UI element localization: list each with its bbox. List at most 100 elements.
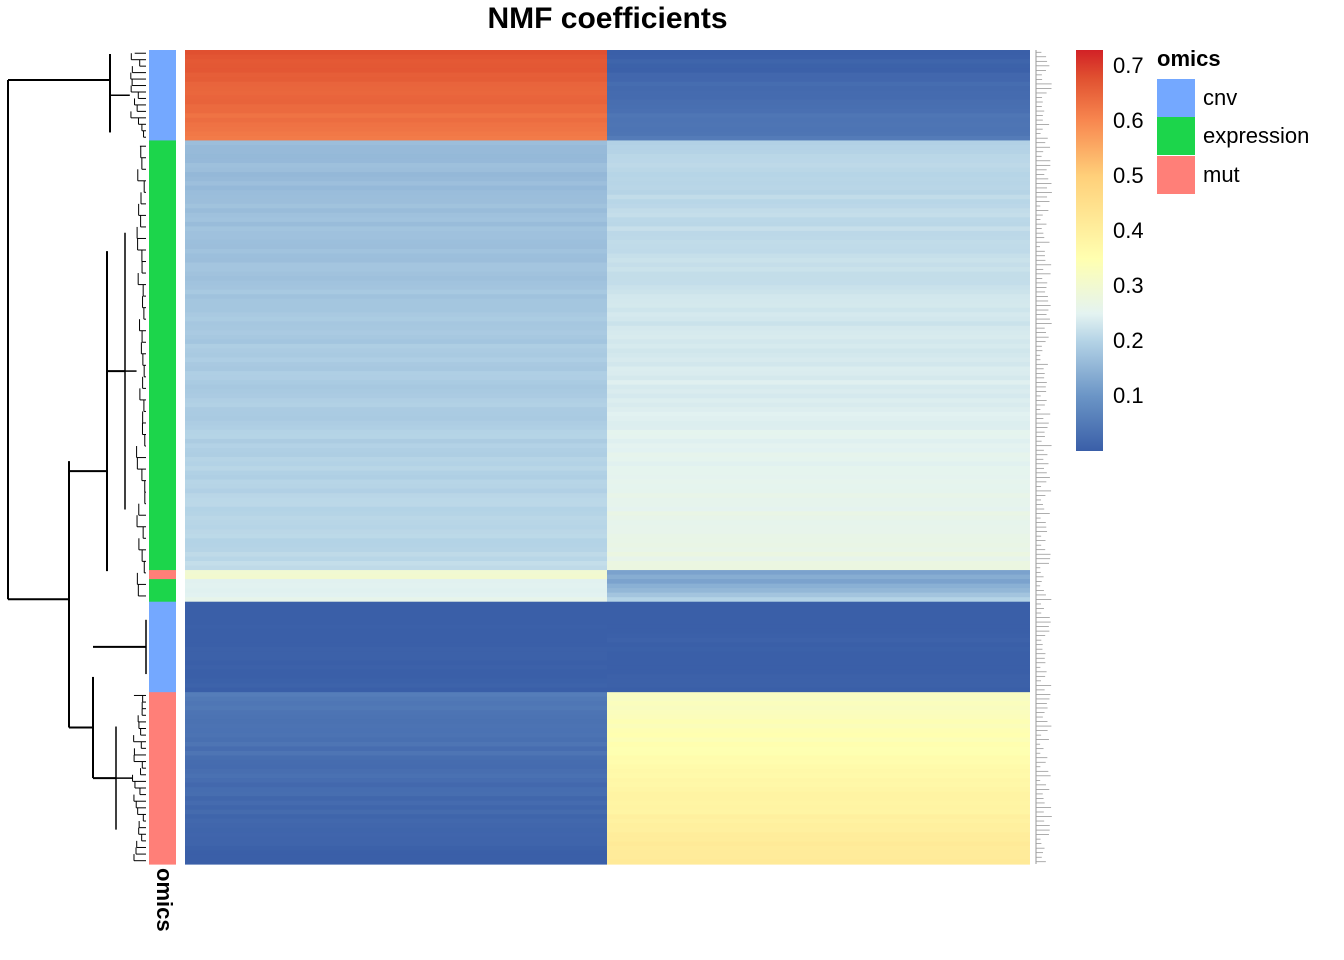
annotation-block-mut [149,692,176,865]
heatmap-cell-right [607,791,1030,797]
heatmap-cell-left [185,773,607,779]
heatmap-cell-left [185,325,607,331]
heatmap-cell-right [607,339,1030,345]
heatmap-cell-left [185,407,607,413]
heatmap-cell-right [607,732,1030,738]
heatmap-cell-left [185,104,607,110]
heatmap-cell-left [185,723,607,729]
heatmap-cell-right [607,520,1030,526]
heatmap-cell-left [185,190,607,196]
heatmap-cell-left [185,665,607,671]
heatmap-cell-right [607,59,1030,65]
heatmap-cell-right [607,352,1030,359]
heatmap-cell-left [185,452,607,458]
heatmap-cell-left [185,248,607,255]
heatmap-cell-left [185,303,607,309]
color-scale-tick-label: 0.1 [1113,383,1144,409]
heatmap-cell-right [607,705,1030,711]
heatmap-cell-right [607,836,1030,842]
heatmap-cell-right [607,262,1030,268]
heatmap-cell-left [185,149,607,155]
heatmap-cell-right [607,280,1030,286]
heatmap-cell-right [607,298,1030,304]
heatmap-cell-left [185,515,607,521]
omics-annotation-bar [149,50,176,865]
heatmap-cell-right [607,737,1030,743]
heatmap-cell-left [185,669,607,675]
heatmap-cell-right [607,524,1030,530]
heatmap-cell-left [185,135,607,142]
heatmap-cell-left [185,72,607,78]
heatmap-cell-left [185,158,607,164]
heatmap-cell-right [607,172,1030,178]
heatmap-cell-right [607,570,1030,576]
heatmap-cell-left [185,583,607,589]
heatmap-cell-right [607,574,1030,580]
heatmap-cell-right [607,122,1030,128]
heatmap-cell-right [607,818,1030,824]
heatmap-cell-left [185,574,607,580]
heatmap-cell-right [607,579,1030,585]
heatmap-cell-right [607,814,1030,820]
heatmap-cell-right [607,642,1030,648]
heatmap-cell-left [185,832,607,838]
heatmap-cell-right [607,615,1030,621]
heatmap-cell-right [607,244,1030,250]
chart-title: NMF coefficients [487,2,728,35]
heatmap-cell-right [607,402,1030,408]
heatmap-cell-right [607,411,1030,417]
heatmap-cell-left [185,701,607,707]
heatmap-cell-left [185,637,607,644]
heatmap-cell-right [607,362,1030,368]
heatmap-cell-left [185,646,607,653]
heatmap-cell-right [607,285,1030,291]
heatmap-cell-right [607,438,1030,445]
heatmap-cell-left [185,253,607,259]
heatmap-cell-left [185,732,607,738]
heatmap-cell-right [607,144,1030,151]
heatmap-cell-left [185,163,607,169]
legend-swatch-expression [1157,117,1195,155]
heatmap-cell-right [607,135,1030,142]
heatmap-cell-left [185,172,607,178]
heatmap-cell-left [185,267,607,273]
heatmap-cell-left [185,624,607,630]
heatmap-cell-left [185,547,607,553]
heatmap-cell-right [607,655,1030,662]
heatmap-cell-right [607,466,1030,472]
heatmap-cell-right [607,764,1030,770]
heatmap-cell-right [607,420,1030,426]
heatmap-cell-left [185,99,607,105]
color-scale-tick-label: 0.3 [1113,273,1144,299]
heatmap-cell-left [185,117,607,123]
annotation-block-mut [149,570,176,580]
heatmap-cell-left [185,592,607,598]
heatmap-cell-right [607,235,1030,241]
heatmap-cell-left [185,339,607,345]
heatmap-cell-right [607,325,1030,331]
heatmap-cell-left [185,343,607,350]
heatmap-cell-right [607,447,1030,454]
heatmap-cell-right [607,674,1030,680]
heatmap-cell-right [607,303,1030,309]
heatmap-cell-left [185,384,607,390]
heatmap-cell-right [607,475,1030,481]
legend-item-cnv: cnv [1157,79,1337,117]
heatmap-cell-left [185,461,607,467]
heatmap-cell-left [185,366,607,372]
heatmap-cell-right [607,104,1030,110]
row-dendrogram [7,52,147,862]
heatmap-cell-right [607,646,1030,653]
color-scale-tick-label: 0.7 [1113,53,1144,79]
heatmap-cell-right [607,827,1030,833]
heatmap-cell-left [185,294,607,300]
heatmap-cell-right [607,307,1030,313]
heatmap-cell-left [185,823,607,829]
heatmap-cell-left [185,542,607,549]
heatmap-cell-right [607,50,1030,56]
heatmap-cells [185,50,1030,865]
heatmap-cell-left [185,859,607,865]
heatmap-cell-left [185,357,607,363]
heatmap-cell-right [607,163,1030,169]
heatmap-cell-right [607,628,1030,634]
